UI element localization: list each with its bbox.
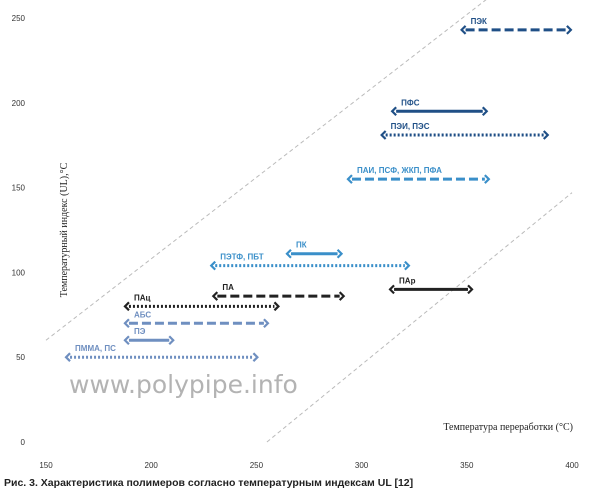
y-tick-label: 250 xyxy=(12,14,26,23)
series-bar-start-cap xyxy=(211,291,219,301)
x-tick-label: 250 xyxy=(250,461,264,470)
series-bar-start-cap xyxy=(123,335,130,346)
series-bar-start-cap xyxy=(390,106,397,117)
series-bar xyxy=(390,106,489,117)
x-axis-title: Температура переработки (°С) xyxy=(443,422,573,433)
series-bar-end-cap xyxy=(467,284,474,295)
reference-line-1 xyxy=(45,0,487,341)
series-bar-start-cap xyxy=(346,174,353,184)
reference-lines xyxy=(45,0,573,443)
series-bars xyxy=(64,25,573,362)
series-bar xyxy=(123,318,270,329)
series-bar xyxy=(211,291,346,301)
series-bar-start-cap xyxy=(460,25,467,35)
series-bar-start-cap xyxy=(64,352,71,362)
series-label: ПММА, ПС xyxy=(75,344,116,353)
series-bar-end-cap xyxy=(336,248,344,259)
series-bar-end-cap xyxy=(566,25,573,35)
series-bar-end-cap xyxy=(252,352,259,362)
series-label: ПАИ, ПСФ, ЖКП, ПФА xyxy=(357,166,442,175)
series-label: ПА xyxy=(222,283,234,292)
figure-caption: Рис. 3. Характеристика полимеров согласн… xyxy=(4,477,414,489)
series-label: ПАц xyxy=(134,293,151,302)
series-bar xyxy=(460,25,573,35)
series-label: ПЭ xyxy=(134,327,146,336)
y-tick-label: 100 xyxy=(12,268,26,277)
series-bar-end-cap xyxy=(484,174,491,184)
reference-line-2 xyxy=(266,192,573,443)
series-label: ПЭТФ, ПБТ xyxy=(220,253,264,262)
series-bar-start-cap xyxy=(209,260,216,271)
series-label: ПЭК xyxy=(471,17,487,26)
y-tick-label: 200 xyxy=(12,99,26,108)
series-bar-end-cap xyxy=(542,130,550,140)
watermark: www.polypipe.info xyxy=(69,370,298,399)
series-bar xyxy=(123,335,175,346)
y-tick-label: 0 xyxy=(21,438,26,447)
series-bar xyxy=(64,352,259,362)
series-bar-start-cap xyxy=(285,248,292,259)
series-bar-start-cap xyxy=(123,301,130,312)
series-label: ПАр xyxy=(399,276,416,285)
series-bar-start-cap xyxy=(380,130,387,140)
series-bar-end-cap xyxy=(404,260,411,271)
series-label: ПФС xyxy=(401,98,420,107)
y-tick-label: 50 xyxy=(16,353,25,362)
series-bar-end-cap xyxy=(481,106,489,117)
x-tick-label: 300 xyxy=(355,461,369,470)
series-bar-start-cap xyxy=(388,284,395,295)
x-tick-label: 350 xyxy=(460,461,474,470)
series-labels: ПЭК ПФС ПЭИ, ПЭС ПАИ, ПСФ, ЖКП, ПФА ПК ПЭТФ, … xyxy=(75,17,487,353)
series-bar-end-cap xyxy=(263,318,270,329)
series-bar xyxy=(285,248,344,259)
series-label: ПК xyxy=(296,241,307,250)
series-label: ПЭИ, ПЭС xyxy=(391,122,430,131)
axis-ticks: 150 200 250 300 350 400 0 50 100 150 200 250 xyxy=(12,14,580,470)
series-bar xyxy=(346,174,491,184)
x-tick-label: 150 xyxy=(39,461,53,470)
series-bar xyxy=(123,301,280,312)
series-label: АБС xyxy=(134,310,151,319)
x-tick-label: 200 xyxy=(145,461,159,470)
series-bar xyxy=(388,284,474,295)
series-bar-start-cap xyxy=(123,318,130,329)
series-bar xyxy=(380,130,550,140)
series-bar-end-cap xyxy=(338,291,346,301)
y-axis-title: Температурный индекс (UL),°С xyxy=(59,162,70,297)
y-tick-label: 150 xyxy=(12,184,26,193)
series-bar-end-cap xyxy=(273,301,280,312)
series-bar-end-cap xyxy=(168,335,175,346)
series-bar xyxy=(209,260,411,271)
x-tick-label: 400 xyxy=(565,461,579,470)
